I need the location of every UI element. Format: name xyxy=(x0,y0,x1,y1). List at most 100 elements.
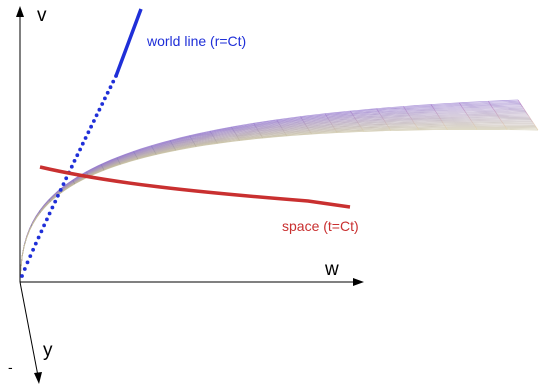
mesh-segment xyxy=(361,127,363,130)
mesh-line-s-25 xyxy=(488,101,508,130)
mesh-segment xyxy=(172,146,175,148)
world-line-dot xyxy=(25,260,30,265)
mesh-segment xyxy=(236,135,238,138)
mesh-segment xyxy=(356,121,359,124)
mesh-segment xyxy=(358,124,361,127)
mesh-segment xyxy=(330,123,333,125)
mesh-line-s-9 xyxy=(116,157,121,165)
mesh-segment xyxy=(193,142,195,145)
world-line-dot xyxy=(64,176,69,181)
mesh-segment xyxy=(412,120,414,123)
world-line-dot xyxy=(92,119,96,123)
mesh-segment xyxy=(326,116,329,119)
mesh-segment xyxy=(191,140,194,142)
world-line-dot xyxy=(20,274,24,278)
world-line-dot xyxy=(53,199,58,204)
mesh-segment xyxy=(377,110,380,113)
mesh-segment xyxy=(332,126,335,129)
mesh-segment xyxy=(304,123,307,126)
mesh-segment xyxy=(211,134,213,136)
mesh-segment xyxy=(489,103,492,107)
mesh-segment xyxy=(470,120,473,123)
mesh-segment xyxy=(362,129,364,132)
mesh-segment xyxy=(170,141,172,144)
mesh-line-s-21 xyxy=(376,108,392,131)
mesh-line-u-25 xyxy=(19,128,538,279)
mesh-segment xyxy=(283,130,285,133)
mesh-segment xyxy=(495,112,498,116)
mesh-segment xyxy=(404,108,407,111)
mesh-segment xyxy=(310,132,312,135)
mesh-segment xyxy=(169,140,171,142)
world-line-dot xyxy=(47,211,52,216)
mesh-segment xyxy=(278,122,280,124)
mesh-segment xyxy=(469,118,472,121)
world-line-dot xyxy=(97,107,102,112)
mesh-segment xyxy=(524,109,527,113)
mesh-segment xyxy=(283,131,286,134)
world-line-dot xyxy=(39,229,44,234)
world-line-dot xyxy=(22,267,27,271)
mesh-segment xyxy=(212,135,214,137)
mesh-segment xyxy=(406,112,409,115)
mesh-segment xyxy=(284,133,287,135)
world-line-dot xyxy=(42,223,46,228)
world-line-dot xyxy=(105,90,110,95)
mesh-segment xyxy=(334,129,337,132)
mesh-segment xyxy=(529,117,532,121)
mesh-segment xyxy=(354,117,357,120)
world-line-dot xyxy=(75,153,80,158)
mesh-segment xyxy=(174,147,176,149)
world-line-dot xyxy=(83,136,88,140)
mesh-segment xyxy=(352,114,354,117)
mesh-segment xyxy=(522,107,525,111)
mesh-segment xyxy=(258,131,261,134)
world-line-dot xyxy=(80,141,85,146)
mesh-segment xyxy=(386,124,389,128)
mesh-segment xyxy=(461,107,464,110)
mesh-segment xyxy=(357,122,360,125)
mesh-segment xyxy=(232,129,234,131)
mesh-segment xyxy=(209,130,212,133)
mesh-segment xyxy=(300,116,302,119)
mesh-segment xyxy=(195,145,197,147)
mesh-segment xyxy=(531,119,534,123)
world-line-dot xyxy=(100,102,105,106)
mesh-segment xyxy=(500,120,503,123)
mesh-segment xyxy=(417,127,419,131)
mesh-segment xyxy=(360,126,362,129)
mesh-segment xyxy=(285,134,288,137)
mesh-segment xyxy=(254,125,257,128)
mesh-segment xyxy=(257,130,260,133)
axes xyxy=(16,6,364,384)
mesh-line-s-3 xyxy=(39,210,41,213)
mesh-segment xyxy=(302,120,305,123)
space-label: space (t=Ct) xyxy=(282,218,359,234)
mesh-line-u-11 xyxy=(19,112,527,279)
mesh-segment xyxy=(415,125,418,129)
mesh-segment xyxy=(277,120,279,123)
mesh-line-s-10 xyxy=(133,151,139,160)
mesh-segment xyxy=(434,110,437,114)
mesh-line-s-26 xyxy=(517,99,539,131)
mesh-segment xyxy=(472,122,475,126)
mesh-segment xyxy=(301,117,303,120)
mesh-segment xyxy=(385,123,388,126)
mesh-segment xyxy=(521,104,524,108)
mesh-segment xyxy=(276,119,278,122)
mesh-segment xyxy=(231,126,233,129)
mesh-line-s-15 xyxy=(231,126,240,141)
mesh-segment xyxy=(438,116,441,120)
mesh-line-u-26 xyxy=(19,129,539,279)
surface-mesh xyxy=(19,99,539,279)
mesh-segment xyxy=(536,127,539,131)
mesh-line-u-22 xyxy=(19,124,535,279)
mesh-segment xyxy=(154,152,156,154)
mesh-segment xyxy=(279,125,282,127)
mesh-segment xyxy=(190,138,193,140)
mesh-segment xyxy=(303,122,306,125)
mesh-segment xyxy=(467,115,470,119)
mesh-segment xyxy=(463,109,466,112)
mesh-line-s-23 xyxy=(430,104,448,130)
